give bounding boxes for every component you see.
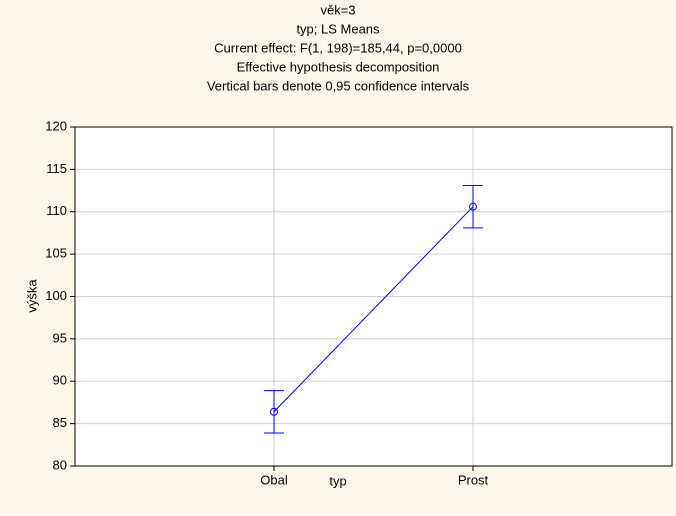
x-axis-label: typ: [329, 473, 346, 488]
chart-title: Vertical bars denote 0,95 confidence int…: [207, 78, 470, 93]
y-tick-label: 95: [53, 330, 67, 345]
chart-title: Effective hypothesis decomposition: [237, 59, 440, 74]
y-tick-label: 115: [46, 161, 67, 176]
y-tick-label: 80: [53, 457, 67, 472]
x-tick-label: Prost: [458, 472, 489, 487]
y-tick-label: 105: [45, 246, 67, 261]
y-tick-label: 100: [45, 288, 67, 303]
y-tick-label: 110: [46, 203, 67, 218]
chart-title: typ; LS Means: [296, 21, 380, 36]
y-axis-label: výška: [24, 279, 39, 313]
chart-title: Current effect: F(1, 198)=185,44, p=0,00…: [214, 40, 462, 55]
data-point: [270, 407, 278, 416]
chart-title: věk=3: [320, 2, 355, 17]
plot-frame: [74, 126, 673, 467]
data-point: [469, 202, 477, 211]
y-tick-label: 120: [45, 118, 67, 133]
x-tick-label: Obal: [260, 472, 288, 487]
data-line: [273, 206, 474, 413]
y-tick-label: 90: [53, 373, 67, 388]
y-tick-label: 85: [53, 415, 67, 430]
